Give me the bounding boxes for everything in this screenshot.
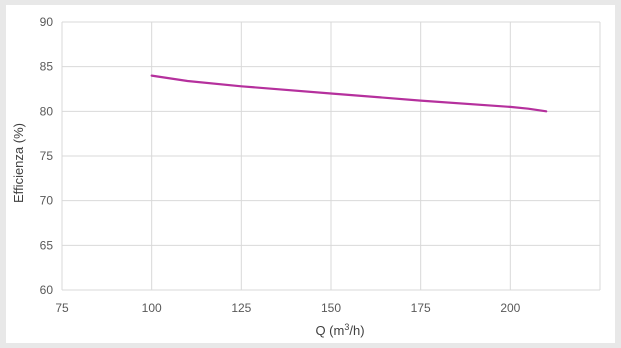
- series-line: [150, 74, 548, 113]
- y-tick-label: 75: [40, 149, 54, 163]
- y-tick-label: 90: [40, 15, 54, 29]
- y-tick-label: 70: [40, 194, 54, 208]
- y-axis-title: Efficienza (%): [11, 123, 26, 203]
- y-tick-label: 60: [40, 283, 54, 297]
- series-layer: [150, 74, 548, 113]
- x-tick-label: 100: [142, 301, 162, 315]
- y-tick-labels: 60 65 70 75 80 85 90: [40, 15, 54, 297]
- y-tick-label: 85: [40, 60, 54, 74]
- x-tick-label: 200: [500, 301, 520, 315]
- chart-frame: 60 65 70 75 80 85 90 75 100 125 150 175 200 Q (m3/h…: [6, 5, 615, 343]
- line-chart: 60 65 70 75 80 85 90 75 100 125 150 175 200 Q (m3/h…: [11, 15, 601, 338]
- y-tick-label: 80: [40, 104, 54, 118]
- x-axis-title: Q (m3/h): [315, 322, 364, 338]
- x-tick-label: 150: [321, 301, 341, 315]
- x-tick-label: 125: [231, 301, 251, 315]
- x-tick-label: 175: [411, 301, 431, 315]
- x-tick-label: 75: [55, 301, 69, 315]
- grid-lines: [61, 21, 601, 291]
- y-tick-label: 65: [40, 238, 54, 252]
- x-tick-labels: 75 100 125 150 175 200: [55, 301, 520, 315]
